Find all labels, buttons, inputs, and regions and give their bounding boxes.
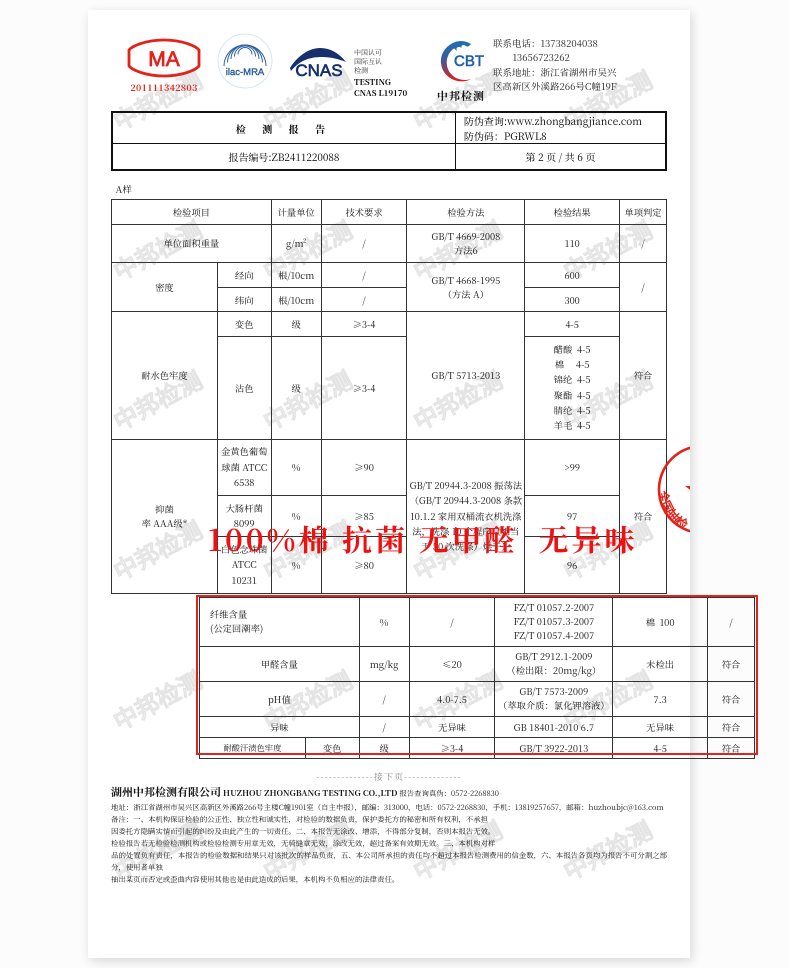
svg-text:CBT: CBT [454,53,485,70]
svg-text:ilac-MRA: ilac-MRA [226,67,265,78]
svg-text:CNAS: CNAS [295,61,342,78]
svg-text:MA: MA [148,48,180,71]
